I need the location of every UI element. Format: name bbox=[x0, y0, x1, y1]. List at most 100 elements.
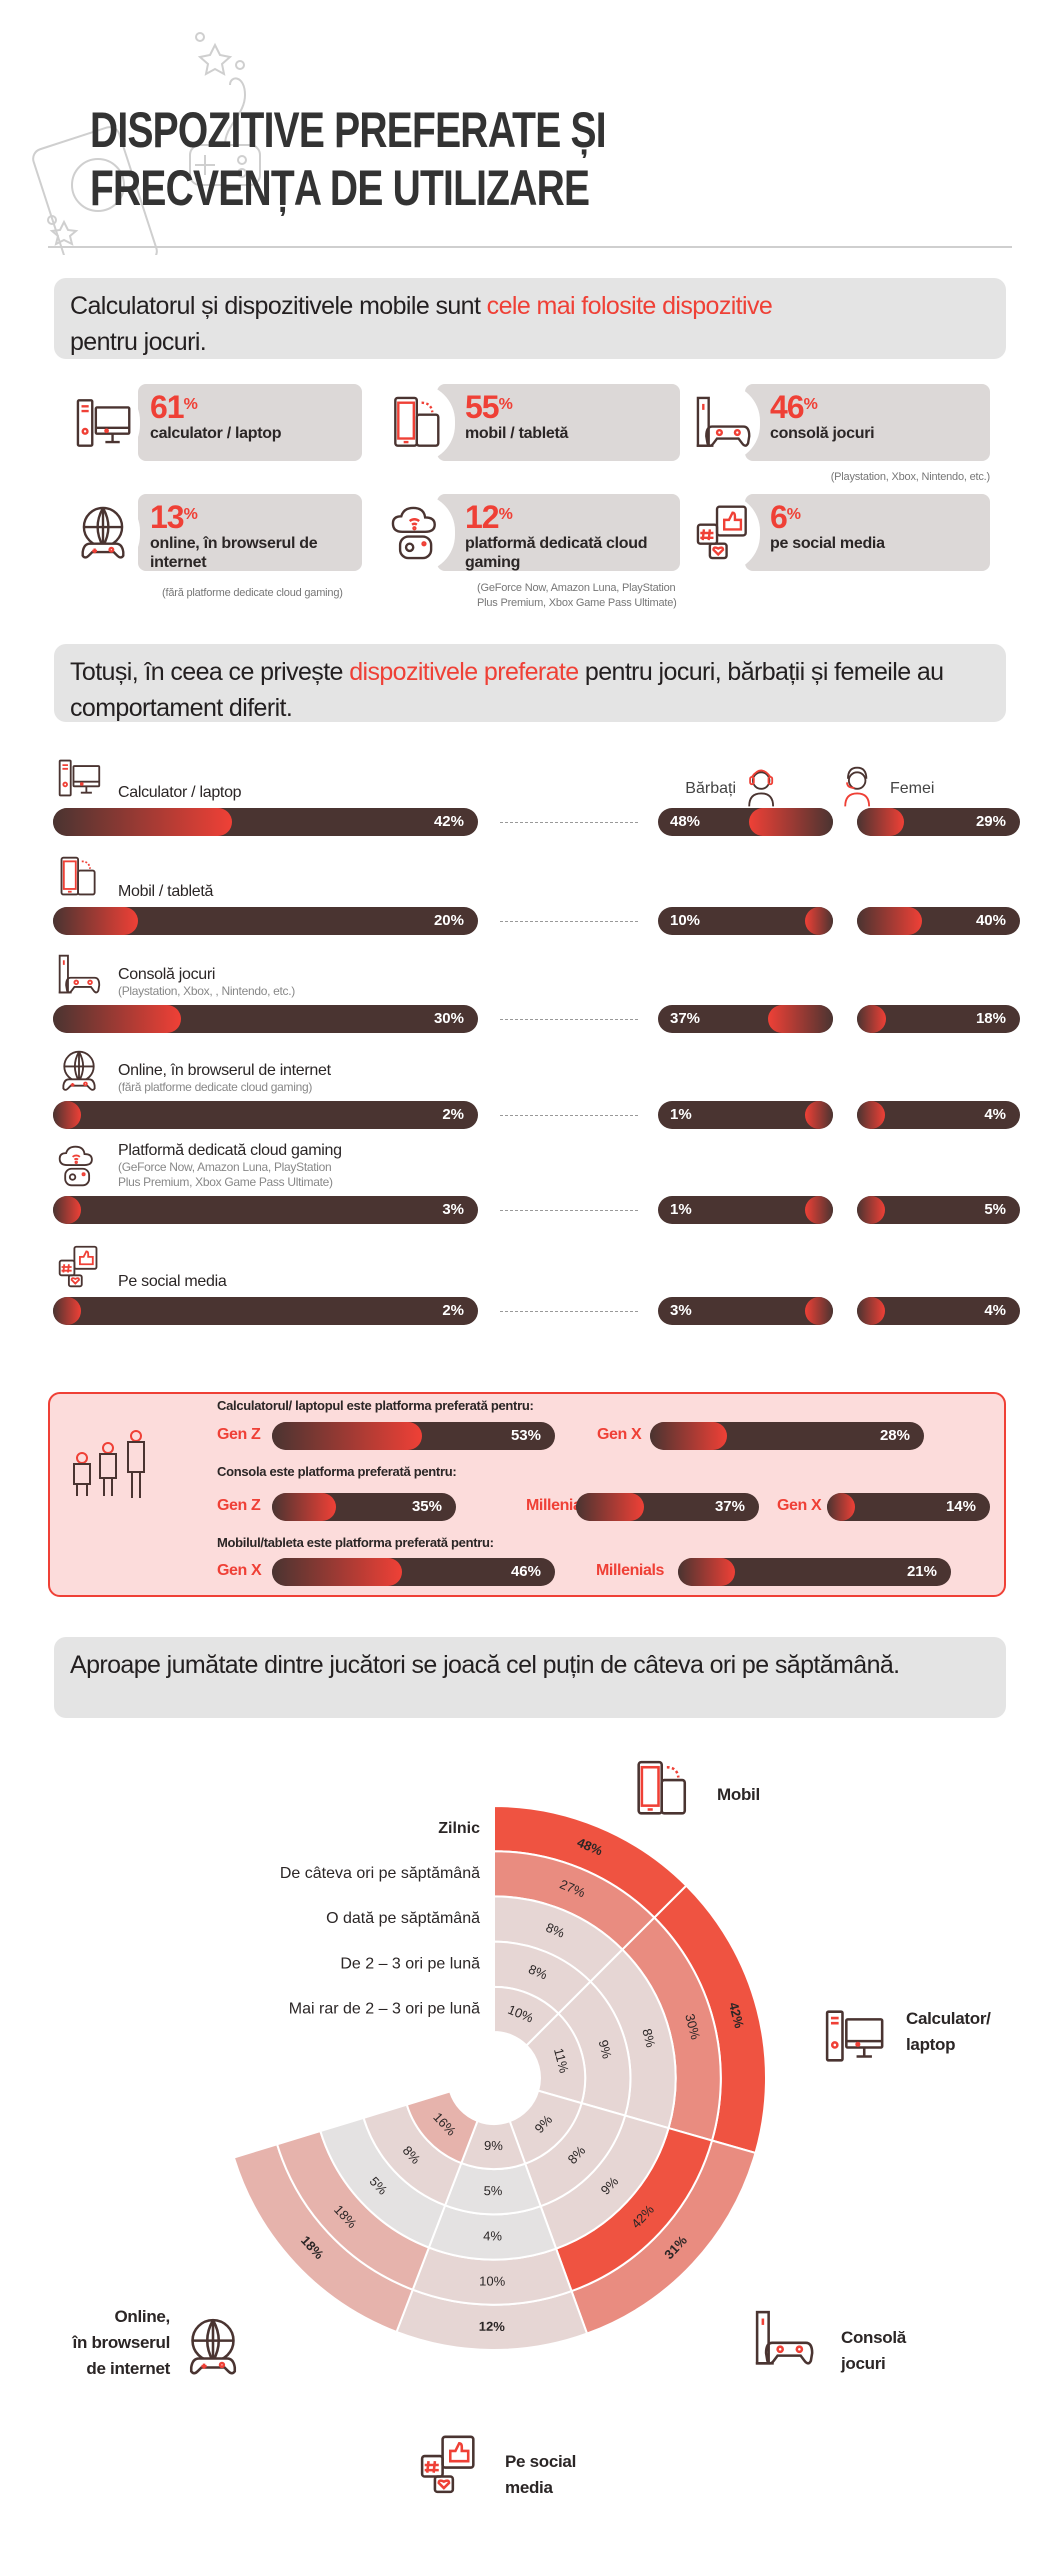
chart-category-line: laptop bbox=[906, 2035, 956, 2054]
computer-icon bbox=[58, 759, 101, 797]
game-console-icon bbox=[696, 396, 751, 447]
stat-unit: % bbox=[183, 506, 198, 523]
generation-bar-value: 35% bbox=[411, 1498, 442, 1515]
chart-category-line: Calculator/ bbox=[906, 2009, 991, 2028]
generation-bar: 35% bbox=[272, 1493, 456, 1521]
stat-card: 55% mobil / tabletă bbox=[437, 384, 680, 461]
women-bar: 18% bbox=[857, 1005, 1020, 1033]
frequency-legend-label: Mai rar de 2 – 3 ori pe lună bbox=[289, 2001, 480, 2018]
device-row-label: Pe social media bbox=[118, 1273, 227, 1291]
chart-value-label: 30% bbox=[682, 2012, 703, 2041]
generation-bar-fill bbox=[272, 1558, 403, 1586]
section2-text-after: pentru jocuri, bărbații și femeile au co… bbox=[70, 658, 944, 722]
total-bar: 42% bbox=[53, 808, 478, 836]
device-row-icon bbox=[56, 1047, 102, 1095]
generation-label: Millenials bbox=[596, 1562, 665, 1579]
stat-number: 61 bbox=[150, 389, 185, 425]
stat-card: 13% online, în browserul de internet bbox=[138, 494, 362, 571]
women-bar: 29% bbox=[857, 808, 1020, 836]
women-bar-fill bbox=[857, 907, 923, 935]
stat-label: consolă jocuri bbox=[770, 425, 875, 442]
total-bar: 3% bbox=[53, 1196, 478, 1224]
total-bar: 20% bbox=[53, 907, 478, 935]
generation-label: Gen Z bbox=[217, 1497, 261, 1514]
device-row-icon bbox=[56, 853, 102, 901]
section2-highlight: dispozitivele preferate bbox=[349, 658, 579, 686]
woman-icon bbox=[836, 762, 882, 812]
generation-label: Gen X bbox=[597, 1426, 642, 1443]
family-icon bbox=[62, 1428, 158, 1500]
chart-category-line: Online, bbox=[114, 2307, 170, 2326]
stat-icon-wrap bbox=[686, 384, 760, 462]
section1-highlight: cele mai folosite dispozitive bbox=[486, 292, 773, 320]
total-bar: 2% bbox=[53, 1297, 478, 1325]
chart-value-label: 4% bbox=[483, 2228, 502, 2243]
divider bbox=[48, 246, 1012, 248]
generation-bar-fill bbox=[827, 1493, 855, 1521]
men-bar-fill bbox=[805, 1297, 833, 1325]
women-bar-value: 5% bbox=[984, 1201, 1006, 1218]
family-icon bbox=[73, 1430, 145, 1498]
stat-number: 46 bbox=[770, 389, 805, 425]
chart-value-label: 8% bbox=[544, 1920, 568, 1941]
chart-category-line: media bbox=[505, 2478, 553, 2497]
generation-bar: 37% bbox=[576, 1493, 759, 1521]
stat-label: calculator / laptop bbox=[150, 425, 282, 442]
mobile-tablet-icon bbox=[394, 396, 440, 447]
women-bar: 4% bbox=[857, 1297, 1020, 1325]
page-title-line-1: DISPOZITIVE PREFERATE ȘI bbox=[90, 102, 607, 158]
stat-unit: % bbox=[803, 396, 818, 413]
section2-heading: Totuși, în ceea ce privește dispozitivel… bbox=[54, 644, 1006, 722]
chart-category-line: în browserul bbox=[72, 2333, 171, 2352]
stat-label: pe social media bbox=[770, 535, 885, 552]
total-bar-value: 2% bbox=[442, 1302, 464, 1319]
stat-icon-wrap bbox=[381, 384, 455, 462]
cloud-gaming-icon bbox=[391, 506, 436, 560]
stat-icon-wrap bbox=[66, 494, 140, 572]
women-bar-fill bbox=[857, 1005, 887, 1033]
generation-label: Gen X bbox=[217, 1562, 262, 1579]
women-bar-value: 29% bbox=[975, 813, 1006, 830]
device-row-subtitle: Plus Premium, Xbox Game Pass Ultimate) bbox=[118, 1175, 333, 1189]
total-bar-value: 20% bbox=[433, 912, 464, 929]
chart-category-icon bbox=[181, 2314, 245, 2380]
mobile-tablet-icon bbox=[60, 856, 96, 896]
women-bar-fill bbox=[857, 1196, 885, 1224]
chart-category-label: Pe social media bbox=[505, 2449, 576, 2501]
stat-note: (Playstation, Xbox, Nintendo, etc.) bbox=[830, 471, 991, 483]
device-row-label: Online, în browserul de internet (fără p… bbox=[118, 1062, 331, 1095]
men-bar-fill bbox=[805, 1101, 833, 1129]
chart-category-icon bbox=[822, 2003, 886, 2069]
men-bar-value: 37% bbox=[670, 1010, 701, 1027]
man-icon bbox=[740, 762, 786, 812]
row-connector bbox=[500, 921, 638, 922]
stat-note: (GeForce Now, Amazon Luna, PlayStation P… bbox=[477, 582, 677, 609]
device-row-title: Platformă dedicată cloud gaming bbox=[118, 1142, 342, 1159]
generation-bar-value: 46% bbox=[510, 1563, 541, 1580]
device-row-icon bbox=[56, 951, 102, 999]
device-row-title: Calculator / laptop bbox=[118, 784, 242, 801]
women-bar: 40% bbox=[857, 907, 1020, 935]
men-bar-fill bbox=[768, 1005, 833, 1033]
generation-heading: Consola este platforma preferată pentru: bbox=[217, 1464, 457, 1479]
section2-text-before: Totuși, în ceea ce privește bbox=[70, 658, 350, 686]
generation-bar: 14% bbox=[827, 1493, 990, 1521]
generation-bar-fill bbox=[678, 1558, 736, 1586]
men-bar-value: 10% bbox=[670, 912, 701, 929]
chart-value-label: 9% bbox=[484, 2138, 503, 2153]
stat-card: 6% pe social media bbox=[745, 494, 990, 571]
frequency-legend-label: De 2 – 3 ori pe lună bbox=[340, 1955, 480, 1972]
device-row-label: Platformă dedicată cloud gaming (GeForce… bbox=[118, 1142, 342, 1190]
generation-bar: 28% bbox=[650, 1422, 924, 1450]
device-row-subtitle: (GeForce Now, Amazon Luna, PlayStation bbox=[118, 1160, 332, 1174]
chart-category-line: Consolă bbox=[841, 2328, 906, 2347]
chart-category-label: Online, în browserul de internet bbox=[0, 2304, 171, 2382]
total-bar-value: 2% bbox=[442, 1106, 464, 1123]
chart-value-label: 8% bbox=[526, 1961, 550, 1982]
stat-label: online, în browserul de internet bbox=[150, 535, 318, 571]
stat-icon-wrap bbox=[66, 384, 140, 462]
stat-number: 13 bbox=[150, 499, 185, 535]
generation-bar: 46% bbox=[272, 1558, 555, 1586]
computer-icon bbox=[76, 399, 131, 447]
